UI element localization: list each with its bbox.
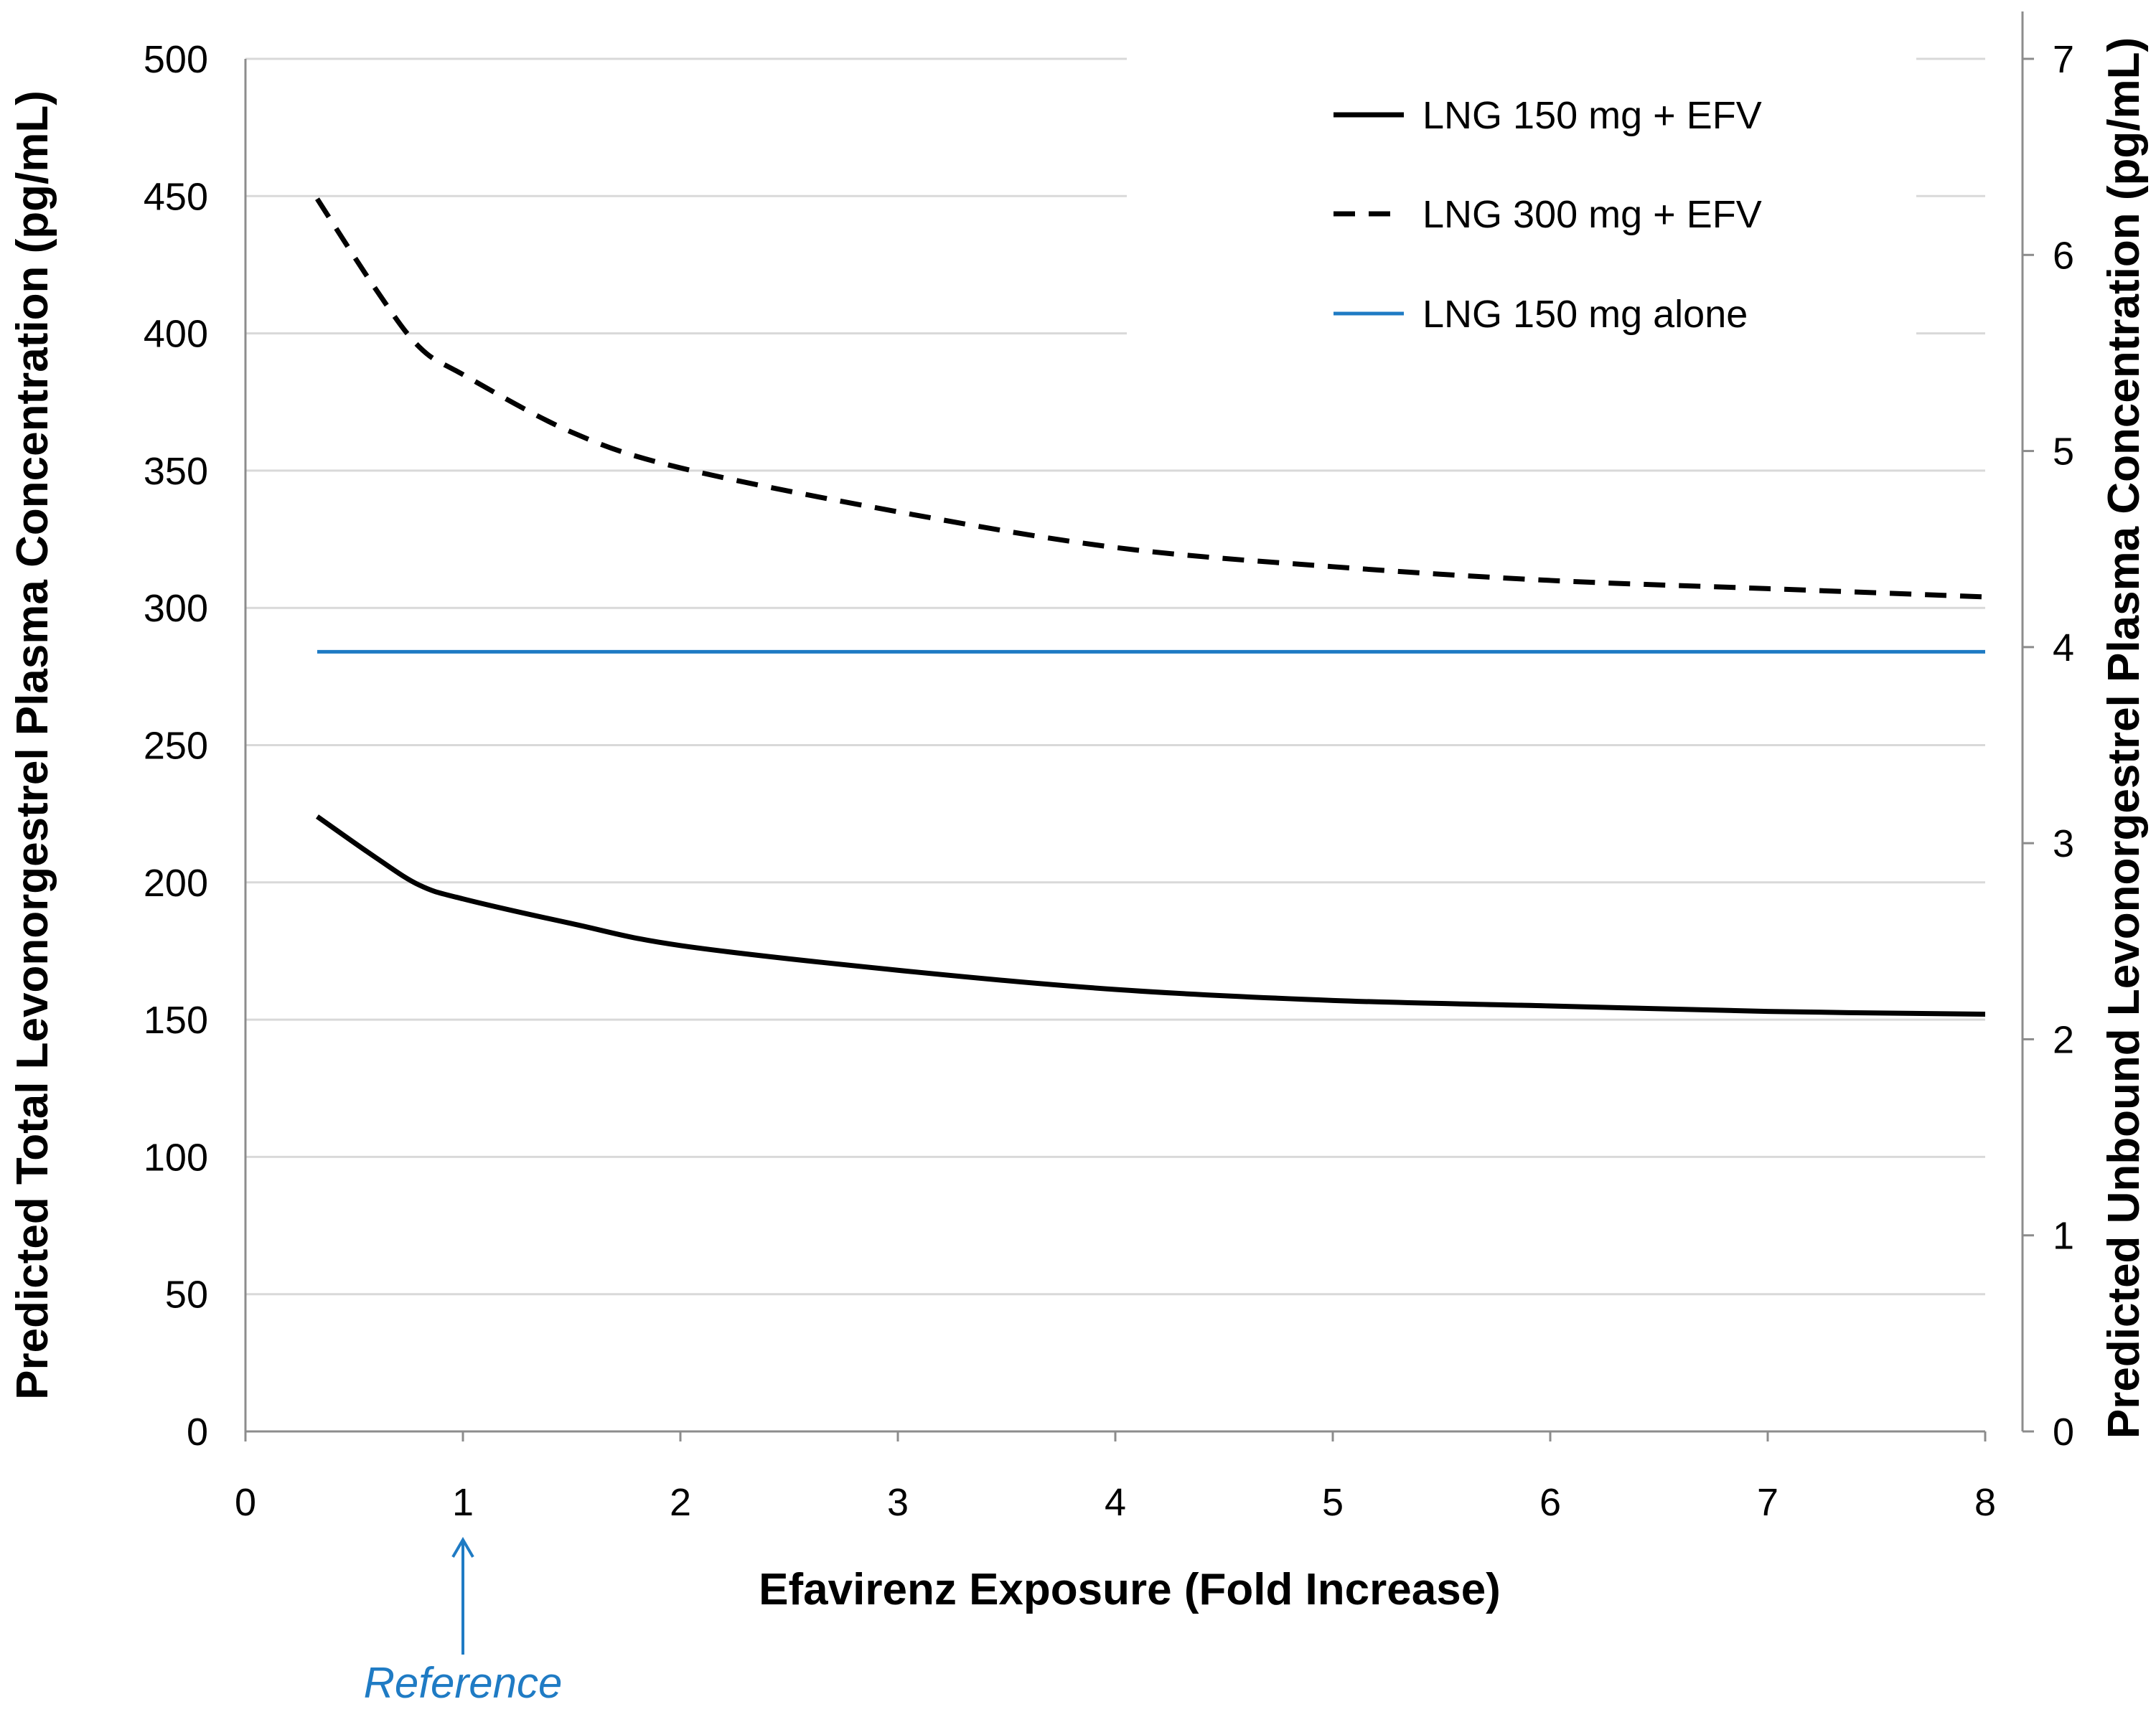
y-tick-label: 500 bbox=[144, 38, 208, 81]
x-tick-label: 2 bbox=[670, 1481, 691, 1524]
y2-tick-label: 3 bbox=[2053, 822, 2074, 865]
x-tick-label: 6 bbox=[1539, 1481, 1561, 1524]
axes: 0 50 100 150 200 250 300 350 400 450 500 0 1 2 3 4 5 6 7 8 0… bbox=[144, 11, 2074, 1524]
y-tick-label: 450 bbox=[144, 175, 208, 218]
y2-tick-label: 1 bbox=[2053, 1215, 2074, 1258]
x-tick-label: 0 bbox=[235, 1481, 256, 1524]
y-tick-label: 350 bbox=[144, 450, 208, 493]
x-tick-label: 4 bbox=[1105, 1481, 1126, 1524]
reference-arrow-head bbox=[451, 1537, 474, 1558]
x-tick-label: 8 bbox=[1974, 1481, 1996, 1524]
y-tick-label: 50 bbox=[165, 1274, 208, 1317]
y-tick-label: 100 bbox=[144, 1136, 208, 1179]
series-line-1 bbox=[315, 814, 1986, 1017]
x-axis-title: Efavirenz Exposure (Fold Increase) bbox=[759, 1565, 1501, 1614]
y-axis-title: Predicted Total Levonorgestrel Plasma Co… bbox=[8, 90, 57, 1400]
y2-tick-label: 2 bbox=[2053, 1018, 2074, 1061]
y2-tick-label: 6 bbox=[2053, 234, 2074, 277]
series-line-2 bbox=[315, 197, 1986, 600]
y-tick-label: 300 bbox=[144, 587, 208, 630]
reference-annotation: Reference bbox=[364, 1537, 563, 1707]
legend-background bbox=[1127, 57, 1916, 344]
x-tick-label: 7 bbox=[1757, 1481, 1778, 1524]
y-tick-label: 400 bbox=[144, 313, 208, 356]
y2-tick-label: 7 bbox=[2053, 38, 2074, 81]
x-tick-label: 3 bbox=[887, 1481, 909, 1524]
y-tick-label: 250 bbox=[144, 725, 208, 768]
plot-area bbox=[315, 197, 1986, 1017]
reference-label: Reference bbox=[364, 1659, 563, 1707]
x-tick-label: 1 bbox=[452, 1481, 474, 1524]
y2-axis-title: Predicted Unbound Levonorgestrel Plasma … bbox=[2099, 37, 2149, 1439]
y2-tick-label: 4 bbox=[2053, 626, 2074, 669]
y-tick-label: 150 bbox=[144, 999, 208, 1042]
y2-tick-label: 5 bbox=[2053, 431, 2074, 474]
y-tick-label: 0 bbox=[187, 1411, 208, 1454]
legend-label: LNG 150 mg + EFV bbox=[1423, 94, 1762, 137]
legend-label: LNG 150 mg alone bbox=[1423, 293, 1748, 336]
x-tick-label: 5 bbox=[1322, 1481, 1344, 1524]
y2-tick-label: 0 bbox=[2053, 1411, 2074, 1454]
legend: LNG 150 mg + EFV LNG 300 mg + EFV LNG 150 … bbox=[1127, 57, 1916, 344]
legend-label: LNG 300 mg + EFV bbox=[1423, 193, 1762, 236]
y-tick-label: 200 bbox=[144, 862, 208, 905]
